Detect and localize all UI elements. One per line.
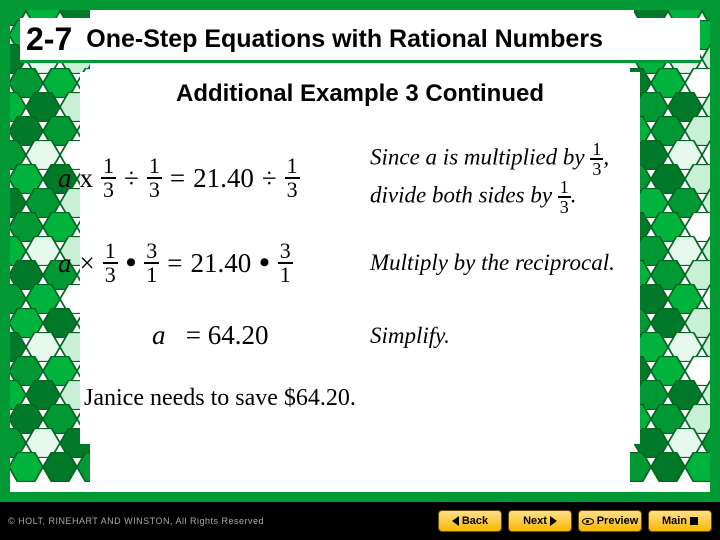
main-button[interactable]: Main [648,510,712,532]
frac-3-1: 31 [278,240,293,286]
btn-label: Main [662,515,687,527]
value: 64.20 [208,320,269,350]
conclusion: Janice needs to save $64.20. [84,385,640,412]
times-sign: × [80,248,95,279]
frac-1-3: 13 [101,155,116,201]
lesson-title: One-Step Equations with Rational Numbers [86,25,603,54]
equals: = [167,248,182,279]
divide-sign: ÷ [262,163,277,194]
arrow-right-icon [550,516,557,526]
frac-inline: 13 [558,178,571,216]
preview-button[interactable]: Preview [578,510,642,532]
step2-explain: Multiply by the reciprocal. [370,246,640,281]
chapter-number: 2-7 [26,21,72,58]
content-area: Additional Example 3 Continued a x 13 ÷ … [80,72,640,444]
step1-explain: Since a is multiplied by 13, divide both… [370,140,640,216]
equals: = [170,163,185,194]
frac-1-3: 13 [147,155,162,201]
next-button[interactable]: Next [508,510,572,532]
footer: © HOLT, RINEHART AND WINSTON, All Rights… [0,502,720,540]
value: 21.40 [193,163,254,194]
explain-text: divide both sides by [370,182,558,207]
nav-buttons: Back Next Preview Main [438,510,712,532]
step3-explain: Simplify. [370,323,450,349]
dot-sign: • [259,246,270,280]
equals: = [186,320,201,350]
slide-frame: 2-7 One-Step Equations with Rational Num… [0,0,720,502]
copyright: © HOLT, RINEHART AND WINSTON, All Rights… [8,516,264,526]
header: 2-7 One-Step Equations with Rational Num… [20,18,700,60]
explain-text: Since a is multiplied by [370,144,590,169]
step2-equation: a × 13 • 31 = 21.40 • 31 [58,240,358,286]
btn-label: Preview [597,515,639,527]
arrow-left-icon [452,516,459,526]
step3-row: a = 64.20 Simplify. [152,320,640,351]
hex-deco-right [630,10,710,512]
comma: , [603,144,609,169]
var-a: a [152,320,166,350]
back-button[interactable]: Back [438,510,502,532]
step2-row: a × 13 • 31 = 21.40 • 31 Multiply by the… [58,240,640,286]
divide-sign: ÷ [124,163,139,194]
frac-3-1: 31 [144,240,159,286]
dot-sign: • [126,246,137,280]
period: . [571,182,577,207]
frac-inline: 13 [590,140,603,178]
value: 21.40 [190,248,251,279]
header-underline [20,60,700,63]
var-a: a [58,163,72,194]
subtitle: Additional Example 3 Continued [80,80,640,108]
frac-1-3: 13 [285,155,300,201]
step1-equation: a x 13 ÷ 13 = 21.40 ÷ 13 [58,155,358,201]
square-icon [690,517,698,525]
btn-label: Next [523,515,547,527]
times-x: x [80,163,94,194]
step3-equation: a = 64.20 [152,320,358,351]
step1-row: a x 13 ÷ 13 = 21.40 ÷ 13 Since a is mult… [58,140,640,216]
frac-1-3: 13 [103,240,118,286]
eye-icon [582,518,594,525]
var-a: a [58,248,72,279]
slide-root: 2-7 One-Step Equations with Rational Num… [0,0,720,540]
btn-label: Back [462,515,488,527]
